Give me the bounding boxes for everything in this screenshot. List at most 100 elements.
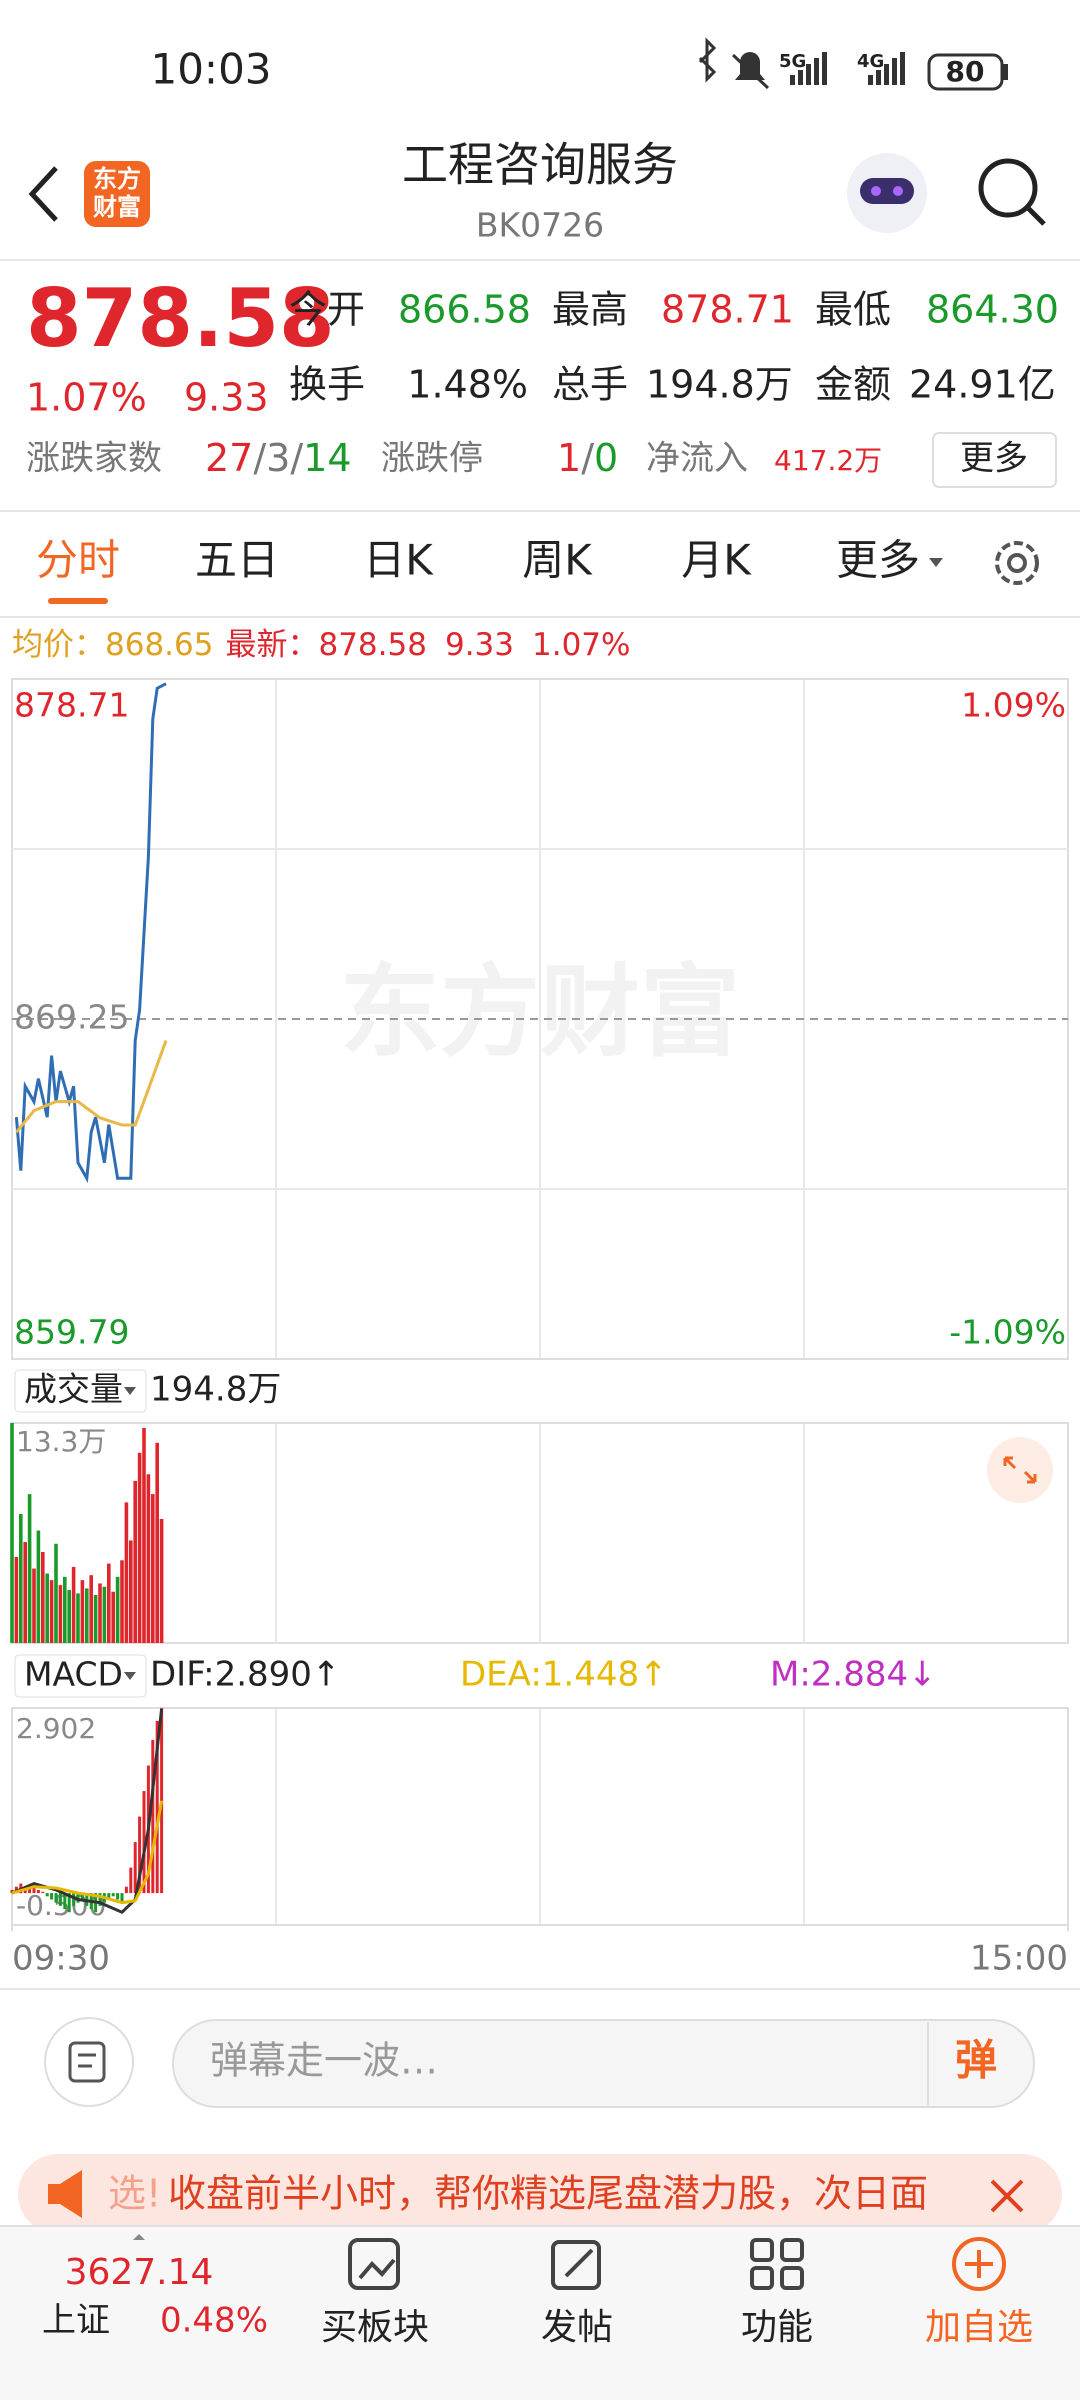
indicator-select[interactable] [14,1369,147,1413]
volume-bar [159,1518,164,1643]
volume-bar [151,1494,155,1643]
banner-close[interactable] [990,2179,1024,2213]
macd-bar [120,1893,124,1903]
y-tick-label: 13.3万 [16,1425,106,1458]
limit-down: 0 [594,436,618,480]
change: 9.33 [184,376,269,420]
volume-bar [124,1502,129,1643]
tab[interactable]: 五日 [195,536,279,585]
logo-text: 东方 [93,165,141,193]
latest-label: 最新： [225,627,318,663]
limit-up: 1 [557,436,581,480]
macd-bar [151,1740,155,1894]
expand-button[interactable] [987,1437,1053,1503]
volume-bar [129,1540,133,1643]
comment-settings[interactable] [44,2017,134,2107]
nav-item[interactable]: 功能 [741,2307,813,2348]
watermark: 东方财富 [340,953,740,1070]
sep: / [253,436,266,480]
macd-bar [45,1893,49,1897]
dropdown-arrow [124,1387,136,1395]
bottom-nav [0,2226,1080,2400]
svg-text:4G: 4G [857,51,884,72]
volume-bar [14,1556,19,1643]
volume-bar [49,1580,54,1643]
logo-text: 财富 [93,193,141,221]
dif-label: DIF:2.890↑ [150,1655,340,1695]
avg-label: 均价： [12,627,105,663]
stat-label: 总手 [552,363,628,407]
macd-bar [63,1893,67,1910]
comment-input[interactable] [172,2019,1035,2108]
charts: 东方财富 878.71 869.25 859.79 1.09% -1.09% 09:30 15… [10,678,1069,1979]
inflow-label: 净流入 [646,439,748,479]
nav-item[interactable]: 加自选 [925,2307,1033,2348]
index-name[interactable]: 上证 [42,2301,110,2341]
app-logo[interactable] [84,161,150,227]
price-line [14,682,167,1184]
macd-bar [116,1893,120,1900]
battery [927,53,1004,91]
more-button[interactable] [932,432,1057,488]
index-change[interactable]: 0.48% [160,2301,268,2341]
latest-value: 878.58 [318,627,426,663]
volume-bar [67,1590,71,1643]
tab-active[interactable]: 分时 [36,536,120,585]
breadth-up: 27 [205,436,253,480]
volume-bar [102,1586,107,1643]
back-button[interactable] [28,166,58,222]
volume-bar [58,1585,63,1643]
search-button[interactable] [978,158,1046,226]
volume-bar [63,1576,67,1643]
macd-bar [67,1893,71,1913]
macd-bar [36,1889,40,1894]
volume-bar [85,1588,89,1643]
volume-bar [10,1423,14,1643]
limit: 1/0 [557,436,618,480]
sep: / [581,436,594,480]
nav-item[interactable]: 发帖 [541,2307,613,2348]
tab[interactable]: 日K [363,536,434,585]
nav-icons [348,2237,1006,2291]
megaphone-icon [48,2170,82,2218]
macd-bar [41,1891,45,1894]
macd-bar [80,1893,84,1900]
macd-bar [124,1886,128,1894]
stat-label: 金额 [815,363,891,407]
volume-bar [142,1427,146,1643]
macd-bar [50,1893,54,1900]
expand-arrow [133,2234,145,2240]
tab[interactable]: 月K [681,536,752,585]
change-pct: 1.07% [26,376,147,420]
indicator-select[interactable] [14,1654,147,1698]
y2-tick-label: -1.09% [949,1313,1066,1352]
index-value[interactable]: 3627.14 [65,2252,214,2293]
volume-bar [137,1452,142,1643]
banner-text: 收盘前半小时，帮你精选尾盘潜力股，次日面 [168,2172,928,2216]
macd-bar [107,1893,111,1900]
settings-button[interactable] [995,541,1039,585]
x-tick-label: 15:00 [970,1939,1068,1979]
volume-bar [19,1513,23,1643]
info-line: 均价：868.65 最新：878.58 9.33 1.07% [12,627,630,663]
macd-bar [129,1867,133,1894]
nav-item[interactable]: 买板块 [321,2307,429,2348]
banner-prefix: 选! [108,2172,161,2216]
volume-bar [93,1595,98,1643]
breadth-label: 涨跌家数 [26,439,162,479]
stat-value: 24.91亿 [909,363,1056,407]
tab[interactable]: 周K [522,536,593,585]
volume-bar [80,1580,85,1643]
macd-bar [32,1888,36,1894]
assistant-avatar[interactable] [847,153,927,233]
last-price: 878.58 [26,272,335,365]
macd-bar [155,1720,159,1894]
danmaku-button[interactable]: 弹 [955,2036,997,2085]
macd-bar [58,1893,62,1906]
board-code: BK0726 [476,206,604,245]
tab[interactable]: 更多 [836,536,920,585]
volume-bar [107,1563,111,1643]
macd-bar [133,1842,137,1894]
promo-banner[interactable] [18,2154,1062,2234]
y2-tick-label: 1.09% [961,686,1066,725]
